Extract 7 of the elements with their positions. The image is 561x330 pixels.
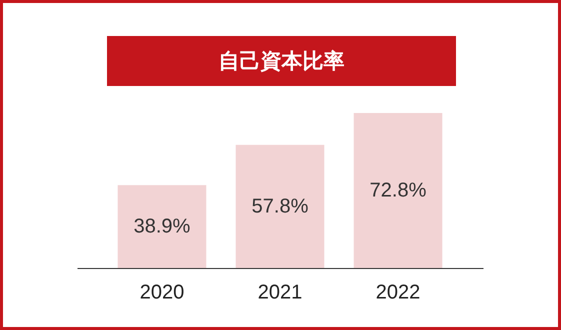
chart-title: 自己資本比率 xyxy=(107,36,456,86)
x-tick-label: 2021 xyxy=(258,282,302,304)
data-label: 72.8% xyxy=(370,180,427,202)
data-label: 38.9% xyxy=(134,216,191,238)
x-tick-label: 2022 xyxy=(376,282,420,304)
x-tick-label: 2020 xyxy=(140,282,184,304)
data-label: 57.8% xyxy=(252,195,309,218)
